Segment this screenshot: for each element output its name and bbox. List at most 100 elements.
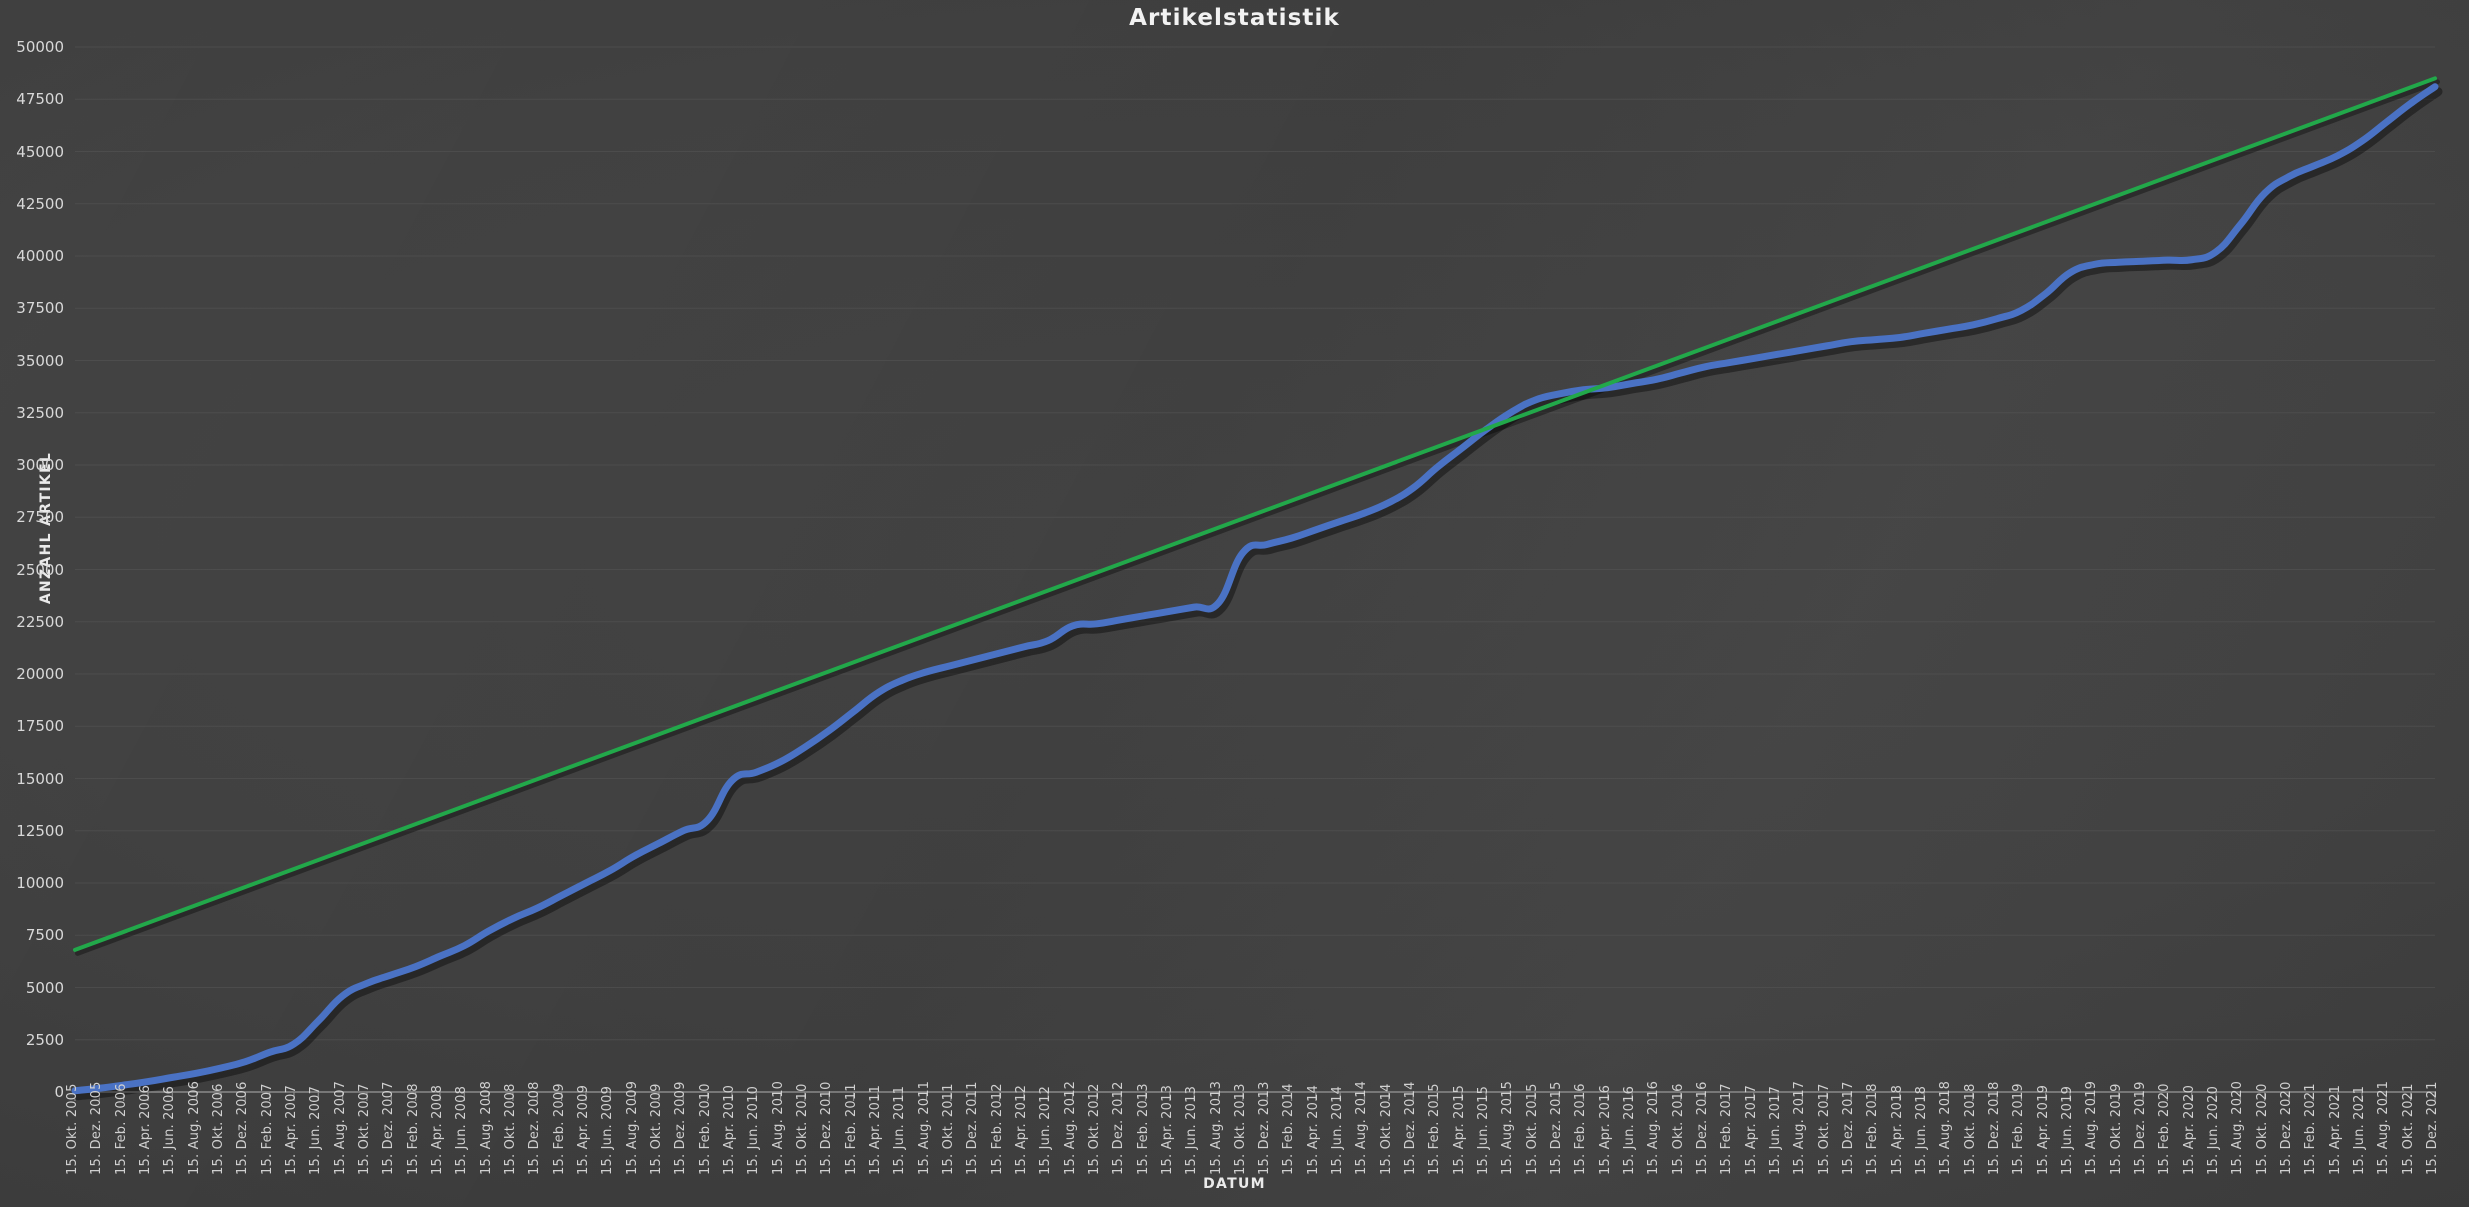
x-axis-tick-label: 15. Aug. 2017 bbox=[1792, 1080, 1808, 1175]
x-axis-tick-label: 15. Aug. 2021 bbox=[2376, 1080, 2392, 1175]
x-axis-tick-label: 15. Jun. 2015 bbox=[1476, 1085, 1492, 1175]
x-axis-tick-label: 15. Apr. 2014 bbox=[1305, 1084, 1321, 1175]
x-axis-tick-label: 15. Jun. 2019 bbox=[2060, 1085, 2076, 1175]
x-axis-tick-label: 15. Dez. 2020 bbox=[2279, 1081, 2295, 1175]
x-axis-tick-label: 15. Okt. 2009 bbox=[648, 1083, 664, 1175]
x-axis-tick-label: 15. Apr. 2009 bbox=[575, 1084, 591, 1175]
x-axis-tick-label: 15. Feb. 2011 bbox=[843, 1083, 859, 1175]
x-axis-tick-label: 15. Dez. 2007 bbox=[381, 1081, 397, 1175]
x-axis-tick-label: 15. Feb. 2008 bbox=[405, 1083, 421, 1175]
y-axis-tick-label: 37500 bbox=[16, 299, 64, 318]
y-axis-tick-label: 45000 bbox=[16, 142, 64, 161]
y-axis-tick-label: 25000 bbox=[16, 560, 64, 579]
x-axis-tick-label: 15. Apr. 2015 bbox=[1451, 1084, 1467, 1175]
y-axis-tick-label: 35000 bbox=[16, 351, 64, 370]
x-axis-tick-label: 15. Aug. 2008 bbox=[478, 1080, 494, 1175]
x-axis-tick-label: 15. Jun. 2007 bbox=[308, 1085, 324, 1175]
x-axis-tick-labels: 15. Okt. 2005 15. Dez. 2005 15. Feb. 2006 1… bbox=[65, 1081, 2440, 1175]
trend-line[interactable] bbox=[73, 76, 2437, 952]
x-axis-tick-label: 15. Apr. 2021 bbox=[2327, 1084, 2343, 1175]
x-axis-tick-label: 15. Jun. 2012 bbox=[1038, 1085, 1054, 1175]
x-axis-tick-label: 15. Okt. 2005 bbox=[65, 1083, 80, 1175]
chart-svg bbox=[71, 46, 2443, 1101]
y-axis-tick-label: 47500 bbox=[16, 90, 64, 109]
x-axis-tick-label: 15. Apr. 2012 bbox=[1013, 1084, 1029, 1175]
x-axis-tick-label: 15. Feb. 2019 bbox=[2011, 1083, 2027, 1175]
x-axis-tick-label: 15. Dez. 2012 bbox=[1111, 1081, 1127, 1175]
x-axis-tick-label: 15. Dez. 2005 bbox=[89, 1081, 105, 1175]
y-axis-tick-label: 10000 bbox=[16, 874, 64, 892]
x-axis-tick-label: 15. Jun. 2010 bbox=[746, 1085, 762, 1175]
x-axis-tick-label: 15. Jun. 2013 bbox=[1184, 1085, 1200, 1175]
x-axis-tick-label: 15. Okt. 2013 bbox=[1232, 1083, 1248, 1175]
x-axis-tick-label: 15. Dez. 2014 bbox=[1403, 1081, 1419, 1175]
x-axis-tick-label: 15. Jun. 2008 bbox=[454, 1085, 470, 1175]
x-axis-tick-label: 15. Aug. 2018 bbox=[1938, 1080, 1954, 1175]
x-axis-tick-label: 15. Aug. 2012 bbox=[1062, 1080, 1078, 1175]
x-axis-tick-label: 15. Apr. 2011 bbox=[867, 1084, 883, 1175]
page-title: Artikelstatistik bbox=[1129, 5, 1340, 31]
x-axis-tick-label: 15. Apr. 2017 bbox=[1743, 1084, 1759, 1175]
x-axis-tick-label: 15. Jun. 2011 bbox=[892, 1085, 908, 1175]
series-line-shadow bbox=[73, 87, 2443, 1101]
x-axis-tick-label: 15. Okt. 2021 bbox=[2400, 1083, 2416, 1175]
x-axis-tick-label: 15. Feb. 2013 bbox=[1135, 1083, 1151, 1175]
y-axis-tick-label: 42500 bbox=[16, 194, 64, 213]
x-axis-tick-label: 15. Apr. 2007 bbox=[283, 1084, 299, 1175]
y-axis-tick-label: 22500 bbox=[16, 612, 64, 631]
gridlines bbox=[75, 46, 2435, 1041]
x-axis-tick-label: 15. Aug. 2010 bbox=[770, 1080, 786, 1175]
x-axis-tick-label: 15. Jun. 2014 bbox=[1330, 1085, 1346, 1175]
x-axis-tick-label: 15. Dez. 2018 bbox=[1987, 1081, 2003, 1175]
x-axis-tick-label: 15. Feb. 2009 bbox=[551, 1083, 567, 1175]
x-axis-tick-label: 15. Feb. 2017 bbox=[1719, 1083, 1735, 1175]
x-axis-tick-label: 15. Apr. 2008 bbox=[429, 1084, 445, 1175]
x-axis-tick-label: 15. Apr. 2016 bbox=[1597, 1084, 1613, 1175]
plot-area bbox=[71, 46, 2443, 1101]
x-axis-tick-label: 15. Dez. 2017 bbox=[1841, 1081, 1857, 1175]
x-axis-tick-label: 15. Jun. 2021 bbox=[2352, 1085, 2367, 1175]
x-axis-tick-label: 15. Okt. 2019 bbox=[2108, 1083, 2124, 1175]
x-axis-tick-label: 15. Okt. 2016 bbox=[1670, 1083, 1686, 1175]
x-axis-tick-label: 15. Aug. 2013 bbox=[1208, 1080, 1224, 1175]
x-axis-tick-label: 15. Okt. 2007 bbox=[356, 1083, 372, 1175]
x-axis-tick-label: 15. Apr. 2019 bbox=[2035, 1084, 2051, 1175]
x-axis-tick-label: 15. Dez. 2010 bbox=[819, 1081, 835, 1175]
x-axis-tick-label: 15. Aug. 2007 bbox=[332, 1080, 348, 1175]
series-line-anzahl-artikel[interactable] bbox=[71, 83, 2439, 1095]
y-axis-tick-label: 20000 bbox=[16, 665, 64, 683]
x-axis-tick-label: 15. Feb. 2020 bbox=[2157, 1083, 2173, 1175]
x-axis-tick-label: 15. Jun. 2006 bbox=[162, 1085, 178, 1175]
x-axis-tick-label: 15. Okt. 2018 bbox=[1962, 1083, 1978, 1175]
x-axis-tick-label: 15. Feb. 2007 bbox=[259, 1083, 275, 1175]
x-axis-tick-label: 15. Jun. 2009 bbox=[600, 1085, 616, 1175]
x-axis-tick-label: 15. Dez. 2019 bbox=[2133, 1081, 2149, 1175]
x-axis-tick-label: 15. Feb. 2014 bbox=[1281, 1083, 1297, 1175]
x-axis-tick-label: 15. Okt. 2012 bbox=[1086, 1083, 1102, 1175]
x-axis-tick-label: 15. Aug. 2019 bbox=[2084, 1080, 2100, 1175]
x-axis-tick-label: 15. Okt. 2020 bbox=[2254, 1083, 2270, 1175]
x-axis-tick-label: 15. Feb. 2016 bbox=[1573, 1083, 1589, 1175]
x-axis-tick-label: 15. Dez. 2008 bbox=[527, 1081, 543, 1175]
x-axis-tick-label: 15. Aug. 2015 bbox=[1500, 1080, 1516, 1175]
x-axis-title: DATUM bbox=[1203, 1176, 1266, 1192]
y-axis-tick-label: 50000 bbox=[16, 38, 64, 56]
x-axis-tick-label: 15. Okt. 2008 bbox=[502, 1083, 518, 1175]
x-axis-tick-label: 15. Dez. 2013 bbox=[1257, 1081, 1273, 1175]
x-axis-tick-label: 15. Jun. 2017 bbox=[1768, 1085, 1784, 1175]
x-axis-tick-label: 15. Feb. 2012 bbox=[989, 1083, 1005, 1175]
x-axis-tick-label: 15. Feb. 2021 bbox=[2303, 1083, 2319, 1175]
x-axis-tick-label: 15. Okt. 2015 bbox=[1524, 1083, 1540, 1175]
y-axis-tick-label: 5000 bbox=[25, 978, 64, 997]
y-axis-tick-label: 30000 bbox=[16, 456, 64, 474]
x-axis-tick-label: 15. Aug. 2016 bbox=[1646, 1080, 1662, 1175]
x-axis-tick-label: 15. Jun. 2020 bbox=[2206, 1085, 2222, 1175]
y-axis-tick-label: 15000 bbox=[16, 769, 64, 788]
x-axis-tick-label: 15. Aug. 2009 bbox=[624, 1080, 640, 1175]
x-axis-tick-label: 15. Apr. 2006 bbox=[137, 1084, 153, 1175]
x-axis-tick-label: 15. Dez. 2009 bbox=[673, 1081, 689, 1175]
x-axis-tick-label: 15. Dez. 2021 bbox=[2425, 1081, 2440, 1175]
x-axis-tick-label: 15. Jun. 2018 bbox=[1914, 1085, 1930, 1175]
x-axis-tick-label: 15. Okt. 2010 bbox=[794, 1083, 810, 1175]
